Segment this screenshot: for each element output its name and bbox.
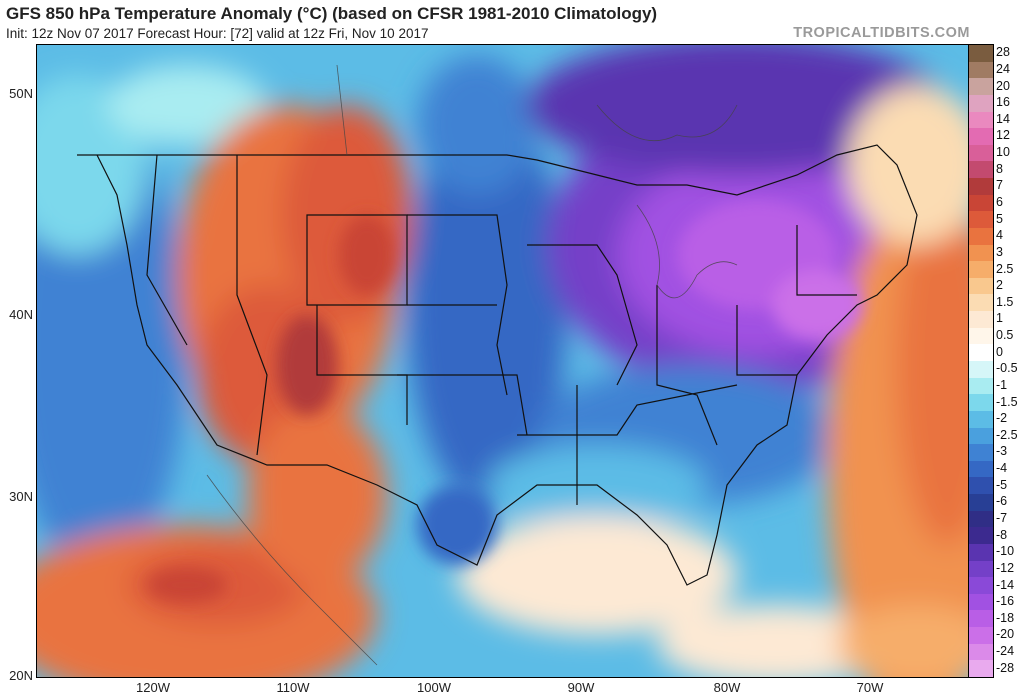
legend-label: -12 (996, 560, 1015, 575)
legend-label: -24 (996, 644, 1015, 659)
legend-swatch (969, 460, 993, 478)
legend-swatch (969, 327, 993, 345)
legend-label: 12 (996, 128, 1010, 143)
legend-swatch (969, 111, 993, 129)
legend-label: -20 (996, 627, 1015, 642)
legend-label: 10 (996, 145, 1010, 160)
legend-label: 28 (996, 45, 1010, 60)
legend-label: 1.5 (996, 294, 1014, 309)
legend-label: -8 (996, 527, 1008, 542)
legend-label: 0.5 (996, 328, 1014, 343)
legend-swatch (969, 261, 993, 279)
legend-label: -1.5 (996, 394, 1018, 409)
legend-label: 5 (996, 211, 1003, 226)
legend-swatch (969, 61, 993, 79)
legend-label: 8 (996, 161, 1003, 176)
legend-swatch (969, 593, 993, 611)
legend-label: -2.5 (996, 427, 1018, 442)
legend-swatch (969, 294, 993, 312)
legend-swatch (969, 627, 993, 645)
lon-label-70w: 70W (856, 680, 884, 695)
legend-label: 4 (996, 228, 1003, 243)
legend-label: -5 (996, 477, 1008, 492)
legend-swatch (969, 394, 993, 412)
lat-label-30n: 30N (9, 489, 33, 504)
anomaly-map (36, 44, 970, 678)
legend-swatch (969, 543, 993, 562)
lon-label-100w: 100W (417, 680, 451, 695)
legend-label: -2 (996, 411, 1008, 426)
lon-label-90w: 90W (567, 680, 595, 695)
legend-swatch (969, 161, 993, 179)
legend-swatch (969, 211, 993, 229)
legend-label: 2 (996, 278, 1003, 293)
color-legend (968, 44, 994, 678)
legend-swatch (969, 527, 993, 545)
legend-label: 24 (996, 61, 1010, 76)
legend-label: 6 (996, 195, 1003, 209)
legend-swatch (969, 660, 993, 678)
legend-swatch (969, 510, 993, 528)
lat-label-20n: 20N (9, 668, 33, 683)
legend-swatch (969, 244, 993, 262)
legend-swatch (969, 494, 993, 512)
legend-swatch (969, 377, 993, 395)
legend-swatch (969, 311, 993, 329)
legend-swatch (969, 477, 993, 495)
legend-label: 20 (996, 78, 1010, 93)
legend-swatch (969, 410, 993, 429)
lat-label-40n: 40N (9, 307, 33, 322)
legend-label: 14 (996, 111, 1010, 126)
legend-swatch (969, 361, 993, 379)
legend-swatch (969, 577, 993, 595)
lon-label-120w: 120W (136, 680, 170, 695)
legend-label: -7 (996, 511, 1008, 525)
legend-swatch (969, 45, 993, 63)
legend-label: 0 (996, 344, 1003, 359)
legend-swatch (969, 178, 993, 196)
map-subtitle: Init: 12z Nov 07 2017 Forecast Hour: [72… (6, 26, 429, 41)
legend-label: 3 (996, 244, 1003, 259)
legend-label: -16 (996, 594, 1015, 609)
legend-label: 1 (996, 311, 1003, 326)
legend-label: 2.5 (996, 261, 1014, 276)
legend-swatch (969, 144, 993, 162)
legend-swatch (969, 444, 993, 462)
anomaly-map-canvas (37, 45, 969, 677)
legend-label: -4 (996, 461, 1008, 476)
map-title: GFS 850 hPa Temperature Anomaly (°C) (ba… (6, 4, 658, 23)
legend-swatch (969, 94, 993, 113)
legend-label: -0.5 (996, 361, 1018, 376)
legend-label: -14 (996, 577, 1015, 592)
legend-label: -6 (996, 494, 1008, 509)
legend-swatch (969, 194, 993, 212)
legend-swatch (969, 643, 993, 661)
legend-swatch (969, 610, 993, 628)
legend-label: 16 (996, 95, 1010, 110)
legend-swatch (969, 227, 993, 246)
brand-watermark: TROPICALTIDBITS.COM (793, 25, 970, 41)
legend-label: -10 (996, 544, 1015, 559)
legend-swatch (969, 78, 993, 96)
legend-swatch (969, 560, 993, 578)
legend-label: 7 (996, 178, 1003, 193)
lon-label-80w: 80W (713, 680, 741, 695)
legend-label: -3 (996, 444, 1008, 459)
lon-label-110w: 110W (276, 680, 310, 695)
legend-swatch (969, 344, 993, 362)
legend-label: -28 (996, 660, 1015, 675)
legend-swatch (969, 427, 993, 445)
legend-label: -18 (996, 610, 1015, 625)
lat-label-50n: 50N (9, 86, 33, 101)
legend-swatch (969, 277, 993, 295)
legend-swatch (969, 128, 993, 146)
legend-label: -1 (996, 377, 1008, 392)
